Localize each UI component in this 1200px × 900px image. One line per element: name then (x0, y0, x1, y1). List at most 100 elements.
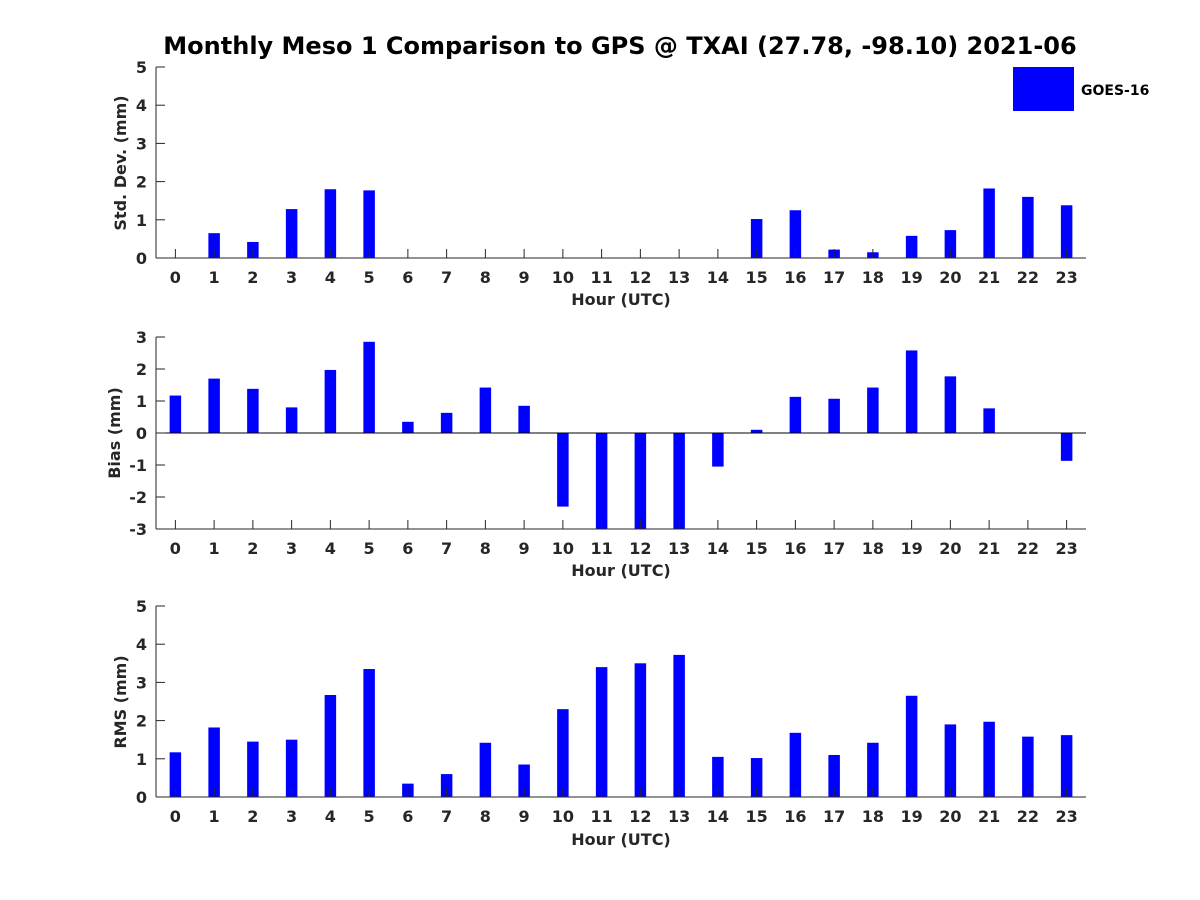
panel-bias-xlabel: Hour (UTC) (571, 561, 671, 580)
panel-bias-ytick-label: -2 (129, 488, 147, 507)
panel-std-dev-xtick-label: 23 (1055, 268, 1077, 287)
panel-rms-ytick-label: 3 (136, 673, 147, 692)
panel-rms-bar-10 (557, 709, 569, 797)
panel-rms-xtick-label: 19 (900, 807, 922, 826)
panel-bias-bar-11 (595, 433, 608, 529)
panel-bias-bar-3 (285, 407, 298, 433)
panel-rms-xtick-label: 6 (402, 807, 413, 826)
panel-rms-bar-5 (363, 669, 375, 797)
panel-bias-bar-13 (673, 433, 685, 529)
panel-bias-bar-1 (208, 378, 220, 433)
legend-swatch (1013, 67, 1074, 111)
panel-bias-bar-0 (169, 395, 182, 433)
panel-std-dev-xtick-label: 8 (480, 268, 491, 287)
panel-rms-xtick-label: 1 (209, 807, 220, 826)
panel-bias-xtick-label: 1 (209, 539, 220, 558)
panel-std-dev-ytick-label: 1 (136, 211, 147, 230)
panel-std-dev-xtick-label: 21 (978, 268, 1000, 287)
panel-std-dev-bar-22 (1022, 196, 1034, 258)
panel-rms-bar-23 (1060, 735, 1073, 797)
panel-bias-bar-4 (324, 369, 337, 433)
panel-bias-xtick-label: 8 (480, 539, 491, 558)
panel-rms-xtick-label: 10 (552, 807, 574, 826)
panel-rms-xtick-label: 4 (325, 807, 336, 826)
panel-rms-bar-21 (983, 721, 995, 797)
panel-bias-bar-16 (789, 396, 802, 433)
panel-rms-ytick-label: 2 (136, 712, 147, 731)
panel-std-dev-xtick-label: 10 (552, 268, 574, 287)
panel-bias-xtick-label: 4 (325, 539, 336, 558)
panel-std-dev-bar-5 (363, 190, 375, 258)
panel-bias-ytick-label: -3 (129, 520, 147, 539)
panel-rms-bar-17 (828, 754, 840, 797)
panel-rms-bar-9 (518, 764, 530, 797)
panel-rms-ytick-label: 1 (136, 750, 147, 769)
panel-rms-bar-18 (867, 742, 879, 797)
chart-title: Monthly Meso 1 Comparison to GPS @ TXAI … (163, 32, 1076, 60)
panel-std-dev-xtick-label: 20 (939, 268, 961, 287)
panel-rms-bar-16 (789, 732, 802, 797)
panel-std-dev-ytick-label: 4 (136, 96, 147, 115)
panel-std-dev-ytick-label: 5 (136, 58, 147, 77)
panel-rms-bar-14 (712, 756, 724, 797)
panel-std-dev-bars (208, 188, 1073, 258)
panel-bias-xtick-label: 3 (286, 539, 297, 558)
panel-bias-xtick-label: 7 (441, 539, 452, 558)
panel-rms-xtick-label: 8 (480, 807, 491, 826)
panel-bias-xtick-label: 14 (707, 539, 729, 558)
panel-bias-bar-17 (828, 398, 840, 433)
panel-std-dev-xtick-label: 19 (900, 268, 922, 287)
panel-rms-bar-1 (208, 727, 220, 797)
panel-rms-bar-15 (750, 758, 763, 797)
panel-bias-xtick-label: 16 (784, 539, 806, 558)
panel-rms-xtick-label: 14 (707, 807, 729, 826)
legend-label: GOES-16 (1081, 83, 1149, 99)
panel-std-dev-ylabel: Std. Dev. (mm) (111, 95, 130, 230)
panel-std-dev-bar-19 (905, 235, 918, 258)
panel-bias-xtick-label: 12 (629, 539, 651, 558)
panel-rms-xtick-label: 3 (286, 807, 297, 826)
panel-bias-bars (169, 341, 1073, 529)
panel-std-dev-xtick-label: 5 (364, 268, 375, 287)
panel-std-dev-xtick-label: 11 (590, 268, 612, 287)
panel-bias-bar-23 (1060, 433, 1073, 461)
panel-std-dev-ytick-label: 2 (136, 173, 147, 192)
panel-bias-bar-10 (557, 433, 569, 507)
panel-rms-bar-2 (247, 741, 259, 797)
panel-bias-ytick-label: 3 (136, 328, 147, 347)
panel-rms-xtick-label: 0 (170, 807, 181, 826)
panel-rms-xtick-label: 9 (519, 807, 530, 826)
panel-bias-xtick-label: 13 (668, 539, 690, 558)
panel-rms-bars (169, 654, 1073, 797)
panel-bias-ytick-label: 2 (136, 360, 147, 379)
panel-rms-xtick-label: 16 (784, 807, 806, 826)
panel-std-dev-xtick-label: 13 (668, 268, 690, 287)
panel-std-dev-ytick-label: 0 (136, 249, 147, 268)
panel-bias-ylabel: Bias (mm) (105, 387, 124, 479)
panel-std-dev-xtick-label: 9 (519, 268, 530, 287)
panel-rms-xtick-label: 13 (668, 807, 690, 826)
panel-rms-xtick-label: 20 (939, 807, 961, 826)
panel-bias-bar-6 (402, 421, 414, 433)
panel-bias-bar-5 (363, 341, 375, 433)
panel-rms-bar-4 (324, 695, 337, 797)
panel-std-dev-bar-1 (208, 233, 220, 258)
panel-std-dev-xtick-label: 16 (784, 268, 806, 287)
panel-rms-xtick-label: 12 (629, 807, 651, 826)
panel-rms-bar-3 (285, 739, 298, 797)
panel-std-dev-xtick-label: 6 (402, 268, 413, 287)
panel-bias-ytick-label: 1 (136, 392, 147, 411)
panel-std-dev-xtick-label: 0 (170, 268, 181, 287)
panel-bias-ytick-label: -1 (129, 456, 147, 475)
panel-rms-ytick-label: 0 (136, 788, 147, 807)
panel-std-dev-xtick-label: 17 (823, 268, 845, 287)
panel-std-dev-bar-23 (1060, 205, 1073, 258)
panel-rms-ytick-label: 4 (136, 635, 147, 654)
panel-bias-bar-2 (247, 388, 259, 433)
panel-std-dev-xlabel: Hour (UTC) (571, 290, 671, 309)
panel-std-dev-xtick-label: 18 (862, 268, 884, 287)
